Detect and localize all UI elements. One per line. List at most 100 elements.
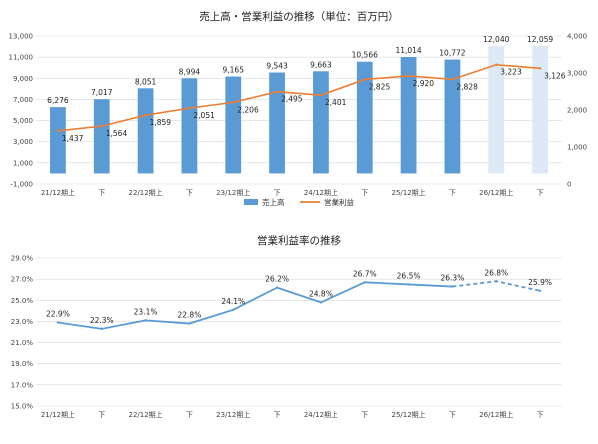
revenue-bar xyxy=(532,45,548,174)
y-left-tick-label: 13,000 xyxy=(9,33,34,41)
y-left-tick-label: 11,000 xyxy=(9,54,34,62)
margin-point xyxy=(407,283,410,286)
y-tick-label: 17.0% xyxy=(11,381,34,389)
margin-point xyxy=(538,289,542,292)
margin-point xyxy=(232,308,235,311)
x-tick-label: 25/12期上 xyxy=(391,410,425,419)
chart-title: 売上高・営業利益の推移（単位：百万円） xyxy=(199,10,399,23)
y-left-tick-label: 9,000 xyxy=(13,75,33,83)
revenue-data-label: 11,014 xyxy=(395,46,421,55)
chart-title: 営業利益率の推移 xyxy=(257,234,341,247)
revenue-bar xyxy=(488,46,505,174)
legend-label-profit: 営業利益 xyxy=(324,197,354,207)
x-tick-label: 下 xyxy=(449,189,456,197)
x-tick-label: 下 xyxy=(537,189,544,197)
x-tick-label: 下 xyxy=(361,189,368,197)
x-tick-label: 下 xyxy=(98,189,105,197)
revenue-data-label: 10,566 xyxy=(352,51,378,60)
profit-point xyxy=(407,74,410,78)
y-tick-label: 29.0% xyxy=(11,255,34,263)
y-right-tick-label: 3,000 xyxy=(567,70,587,78)
margin-chart: 営業利益率の推移 15.0% 17.0% 19.0% 21.0% 23.0% 25.0% 27… xyxy=(11,234,562,419)
profit-data-label: 2,206 xyxy=(237,105,259,114)
y-tick-label: 15.0% xyxy=(11,403,34,411)
revenue-bar xyxy=(444,59,461,174)
x-tick-label: 24/12期上 xyxy=(304,188,338,197)
revenue-data-label: 6,276 xyxy=(47,96,69,105)
revenue-profit-chart: 売上高・営業利益の推移（単位：百万円） -1,000 1,000 3,000 5,000… xyxy=(9,10,588,207)
y-tick-label: 21.0% xyxy=(11,339,34,347)
y-left-tick-label: 7,000 xyxy=(13,96,33,104)
margin-data-label: 22.9% xyxy=(46,309,70,318)
profit-data-label: 3,223 xyxy=(500,68,522,77)
x-tick-label: 25/12期上 xyxy=(391,188,425,197)
x-tick-label: 下 xyxy=(449,411,456,419)
profit-data-label: 2,920 xyxy=(413,79,435,88)
y-right-tick-label: 4,000 xyxy=(567,33,587,41)
x-tick-label: 下 xyxy=(186,411,193,419)
margin-data-label: 26.2% xyxy=(265,275,289,284)
margin-data-label: 22.3% xyxy=(90,316,114,325)
margin-data-label: 26.5% xyxy=(397,271,421,280)
margin-data-label: 26.8% xyxy=(484,268,508,277)
margin-point xyxy=(100,327,103,331)
profit-point xyxy=(275,90,279,93)
revenue-data-label: 12,059 xyxy=(527,35,553,44)
x-tick-label: 下 xyxy=(98,411,105,419)
x-tick-label: 22/12期上 xyxy=(128,188,162,197)
margin-line xyxy=(57,281,453,330)
x-tick-label: 21/12期上 xyxy=(41,410,75,419)
revenue-data-label: 10,772 xyxy=(439,49,465,58)
revenue-bar xyxy=(93,99,110,174)
profit-point xyxy=(56,129,60,133)
profit-data-label: 2,051 xyxy=(193,111,215,120)
revenue-bar xyxy=(225,76,242,174)
y-tick-label: 27.0% xyxy=(11,276,34,284)
y-left-tick-label: 3,000 xyxy=(13,138,33,146)
profit-data-label: 2,495 xyxy=(281,95,303,104)
revenue-bar xyxy=(181,78,198,174)
revenue-bar xyxy=(137,88,154,174)
y-left-tick-label: -1,000 xyxy=(10,181,33,189)
revenue-bar xyxy=(400,56,417,174)
profit-point xyxy=(232,101,235,104)
margin-point xyxy=(319,301,323,304)
x-tick-label: 23/12期上 xyxy=(216,410,250,419)
x-tick-label: 23/12期上 xyxy=(216,188,250,197)
x-tick-label: 26/12期上 xyxy=(479,188,513,197)
revenue-bar xyxy=(269,72,285,174)
revenue-bar xyxy=(50,107,66,174)
margin-point xyxy=(451,285,454,288)
y-tick-label: 25.0% xyxy=(11,297,34,305)
y-left-tick-label: 5,000 xyxy=(13,117,33,125)
profit-data-label: 2,828 xyxy=(456,82,478,91)
revenue-data-label: 9,663 xyxy=(310,60,332,69)
y-right-tick-label: 2,000 xyxy=(567,107,587,115)
y-left-tick-label: 1,000 xyxy=(13,159,33,167)
profit-point xyxy=(538,67,542,70)
profit-data-label: 2,825 xyxy=(369,82,391,91)
profit-data-label: 1,437 xyxy=(62,134,84,143)
margin-point xyxy=(56,321,60,324)
profit-point xyxy=(319,93,323,97)
margin-point xyxy=(495,280,498,283)
x-tick-label: 21/12期上 xyxy=(41,188,75,197)
revenue-data-label: 8,051 xyxy=(135,77,157,86)
x-tick-label: 26/12期上 xyxy=(479,410,513,419)
y-right-tick-label: 1,000 xyxy=(567,144,587,152)
x-tick-label: 下 xyxy=(361,411,368,419)
profit-data-label: 3,126 xyxy=(544,71,566,80)
profit-point xyxy=(100,124,103,128)
margin-data-label: 23.1% xyxy=(134,307,158,316)
y-tick-label: 23.0% xyxy=(11,318,34,326)
margin-data-label: 24.8% xyxy=(309,289,333,298)
y-tick-label: 19.0% xyxy=(11,360,34,368)
x-tick-label: 22/12期上 xyxy=(128,410,162,419)
revenue-data-label: 7,017 xyxy=(91,88,113,97)
x-tick-label: 下 xyxy=(274,189,281,197)
profit-data-label: 2,401 xyxy=(325,98,347,107)
profit-point xyxy=(451,78,454,81)
revenue-data-label: 9,165 xyxy=(223,66,245,75)
x-tick-label: 下 xyxy=(274,411,281,419)
